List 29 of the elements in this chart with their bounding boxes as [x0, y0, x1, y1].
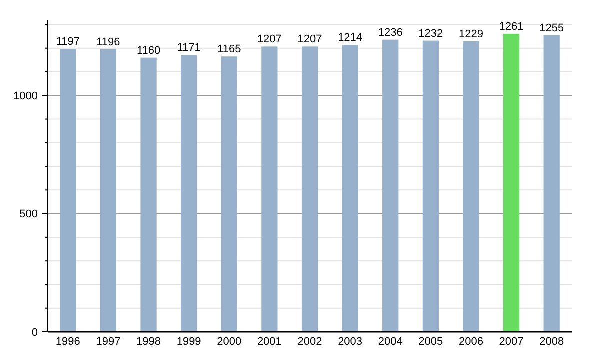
- x-tick-label: 2002: [298, 336, 322, 348]
- data-label: 1171: [177, 42, 201, 54]
- x-tick-label: 2008: [540, 336, 564, 348]
- data-label: 1207: [257, 34, 282, 46]
- x-tick-label: 1998: [136, 336, 162, 348]
- x-tick-label: 2007: [499, 336, 524, 348]
- data-label: 1196: [96, 36, 120, 48]
- x-tick-label: 2005: [418, 336, 444, 348]
- data-label: 1229: [458, 28, 484, 41]
- x-tick-label: 1999: [176, 336, 202, 348]
- x-tick-label: 2006: [458, 336, 484, 348]
- x-tick-label: 2000: [217, 336, 242, 348]
- data-label: 1165: [218, 44, 242, 56]
- data-label: 1160: [136, 44, 161, 57]
- data-label: 1214: [338, 32, 363, 44]
- x-tick-label: 2003: [338, 336, 363, 348]
- data-label: 1255: [540, 22, 564, 34]
- x-tick-label: 2004: [378, 336, 403, 348]
- y-tick-label: 1000: [14, 90, 38, 102]
- x-tick-label: 1996: [56, 336, 80, 348]
- data-label: 1232: [418, 28, 444, 40]
- data-label: 1207: [298, 34, 322, 46]
- y-tick-label: 0: [32, 326, 38, 339]
- x-tick-label: 2001: [257, 336, 282, 348]
- y-tick-label: 500: [20, 208, 38, 221]
- data-label: 1261: [499, 20, 524, 33]
- x-tick-label: 1997: [96, 336, 121, 348]
- data-label: 1236: [378, 26, 403, 39]
- data-label: 1197: [56, 36, 80, 48]
